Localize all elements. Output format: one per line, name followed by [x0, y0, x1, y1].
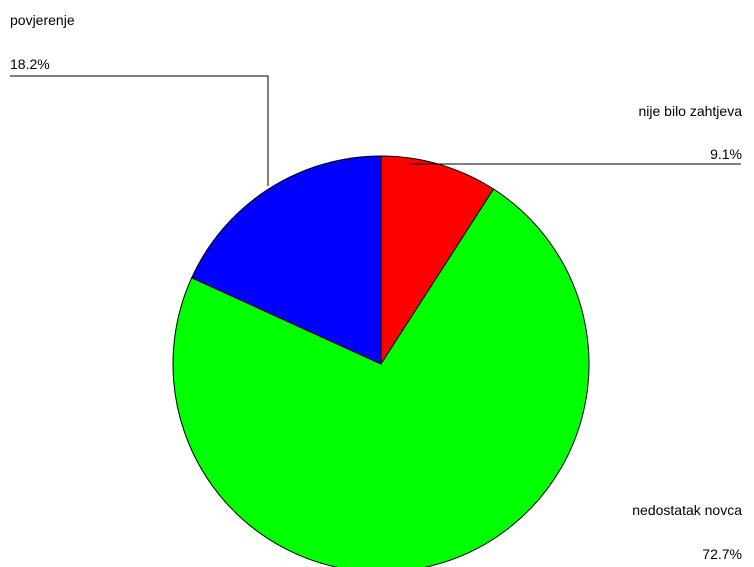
slice-label-povjerenje: povjerenje	[10, 12, 75, 28]
slice-value-nije-bilo-zahtjeva: 9.1%	[710, 146, 742, 162]
slice-label-nije-bilo-zahtjeva: nije bilo zahtjeva	[638, 103, 742, 119]
leader-line-povjerenje	[10, 75, 269, 186]
slice-value-nedostatak-novca: 72.7%	[702, 546, 742, 562]
pie-slices	[172, 155, 590, 567]
slice-label-nedostatak-novca: nedostatak novca	[632, 502, 742, 518]
leader-lines	[10, 75, 741, 186]
pie-slice-povjerenje	[191, 155, 382, 365]
slice-value-povjerenje: 18.2%	[10, 56, 50, 72]
pie-slice-nedostatak-novca	[172, 188, 590, 567]
